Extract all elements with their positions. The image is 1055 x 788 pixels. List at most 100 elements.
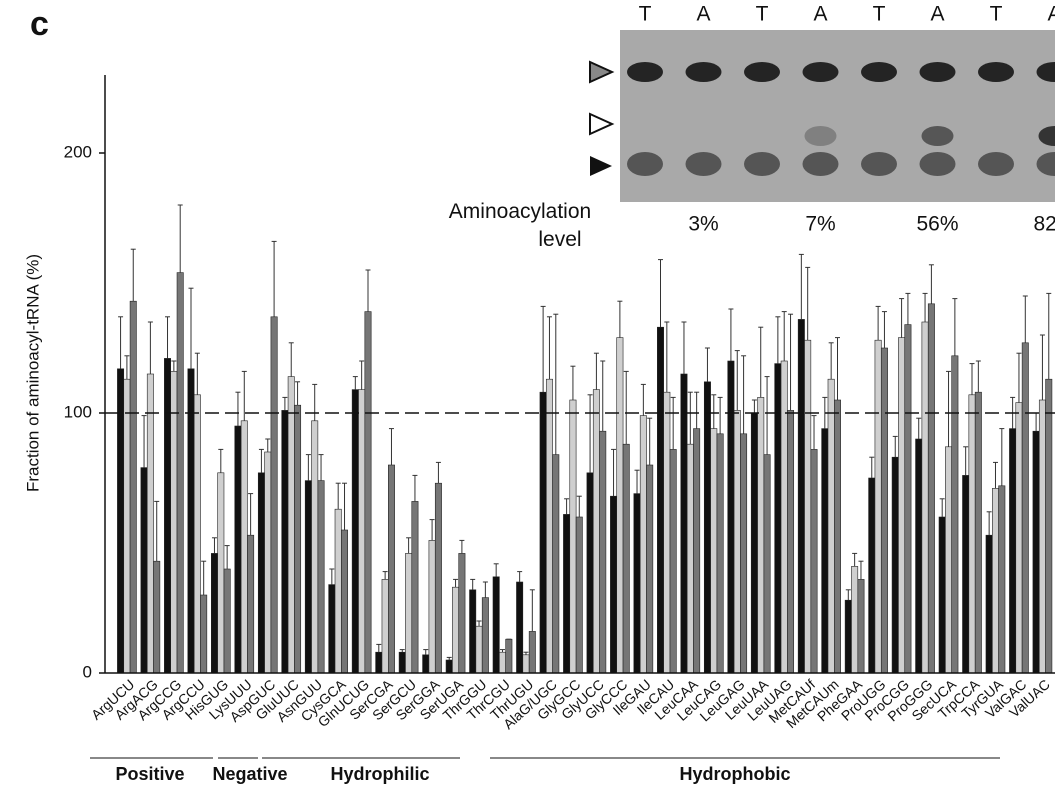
bar — [358, 390, 364, 673]
error-bar — [154, 501, 159, 561]
bar — [704, 382, 710, 673]
bar — [805, 340, 811, 673]
error-bar — [976, 361, 981, 392]
error-bar — [711, 395, 716, 429]
bar — [787, 410, 793, 673]
bar — [717, 434, 723, 673]
error-bar — [319, 455, 324, 481]
error-bar — [929, 265, 934, 304]
error-bar — [664, 322, 669, 392]
bar — [670, 449, 676, 673]
bar — [851, 566, 857, 673]
error-bar — [705, 348, 710, 382]
bar — [875, 340, 881, 673]
gel-band — [627, 62, 663, 82]
error-bar — [570, 366, 575, 400]
lane-label: T — [990, 3, 1003, 26]
error-bar — [805, 267, 810, 340]
error-bar — [694, 392, 699, 428]
error-bar — [624, 371, 629, 444]
error-bar — [782, 312, 787, 361]
lane-label: T — [873, 3, 886, 26]
bar — [1022, 343, 1028, 673]
bar — [288, 377, 294, 673]
error-bar — [201, 561, 206, 595]
bar — [734, 410, 740, 673]
bar — [922, 322, 928, 673]
bar — [647, 465, 653, 673]
level-value: 82% — [1033, 213, 1055, 236]
error-bar — [946, 371, 951, 446]
error-bar — [765, 377, 770, 455]
bar — [687, 444, 693, 673]
error-bar — [963, 447, 968, 476]
bar — [593, 390, 599, 673]
bar — [1046, 379, 1052, 673]
error-bar — [718, 397, 723, 433]
error-bar — [735, 351, 740, 411]
bar — [928, 304, 934, 673]
bar — [335, 509, 341, 673]
error-bar — [882, 312, 887, 348]
bar — [834, 400, 840, 673]
bar — [241, 421, 247, 673]
error-bar — [835, 338, 840, 400]
error-bar — [282, 397, 287, 410]
error-bar — [312, 384, 317, 420]
error-bar — [195, 353, 200, 395]
error-bar — [459, 540, 464, 553]
bar — [352, 390, 358, 673]
bar — [235, 426, 241, 673]
gel-band — [861, 152, 897, 176]
bar — [365, 312, 371, 673]
error-bar — [406, 538, 411, 554]
error-bar — [611, 449, 616, 496]
error-bar — [970, 364, 975, 395]
bar — [623, 444, 629, 673]
error-bar — [993, 462, 998, 488]
bar — [341, 530, 347, 673]
bar — [664, 392, 670, 673]
gel-band — [920, 62, 956, 82]
bar — [201, 595, 207, 673]
error-bar — [577, 496, 582, 517]
gel-band — [803, 152, 839, 176]
error-bar — [812, 416, 817, 450]
error-bar — [483, 582, 488, 598]
bar — [563, 514, 569, 673]
lane-label: A — [1047, 3, 1055, 26]
bar — [975, 392, 981, 673]
error-bar — [259, 449, 264, 472]
error-bar — [688, 392, 693, 444]
error-bar — [541, 306, 546, 392]
bar — [939, 517, 945, 673]
bar — [282, 410, 288, 673]
bar — [775, 364, 781, 673]
error-bar — [389, 429, 394, 465]
error-bar — [329, 569, 334, 585]
bar — [576, 517, 582, 673]
gel-image — [620, 30, 1055, 202]
error-bar — [899, 299, 904, 338]
bar — [164, 358, 170, 673]
bar — [382, 579, 388, 673]
error-bar — [869, 457, 874, 478]
error-bar — [923, 293, 928, 322]
error-bar — [365, 270, 370, 312]
error-bar — [905, 293, 910, 324]
gel-band — [803, 62, 839, 82]
bar — [211, 553, 217, 673]
bar — [740, 434, 746, 673]
error-bar — [916, 418, 921, 439]
group-label: Hydrophobic — [680, 764, 791, 784]
error-bar — [728, 309, 733, 361]
error-bar — [218, 449, 223, 472]
bar — [147, 374, 153, 673]
arrow-gray — [590, 62, 612, 82]
bar — [905, 325, 911, 673]
bar — [117, 369, 123, 673]
bar — [657, 327, 663, 673]
error-bar — [400, 650, 405, 653]
bar — [271, 317, 277, 673]
